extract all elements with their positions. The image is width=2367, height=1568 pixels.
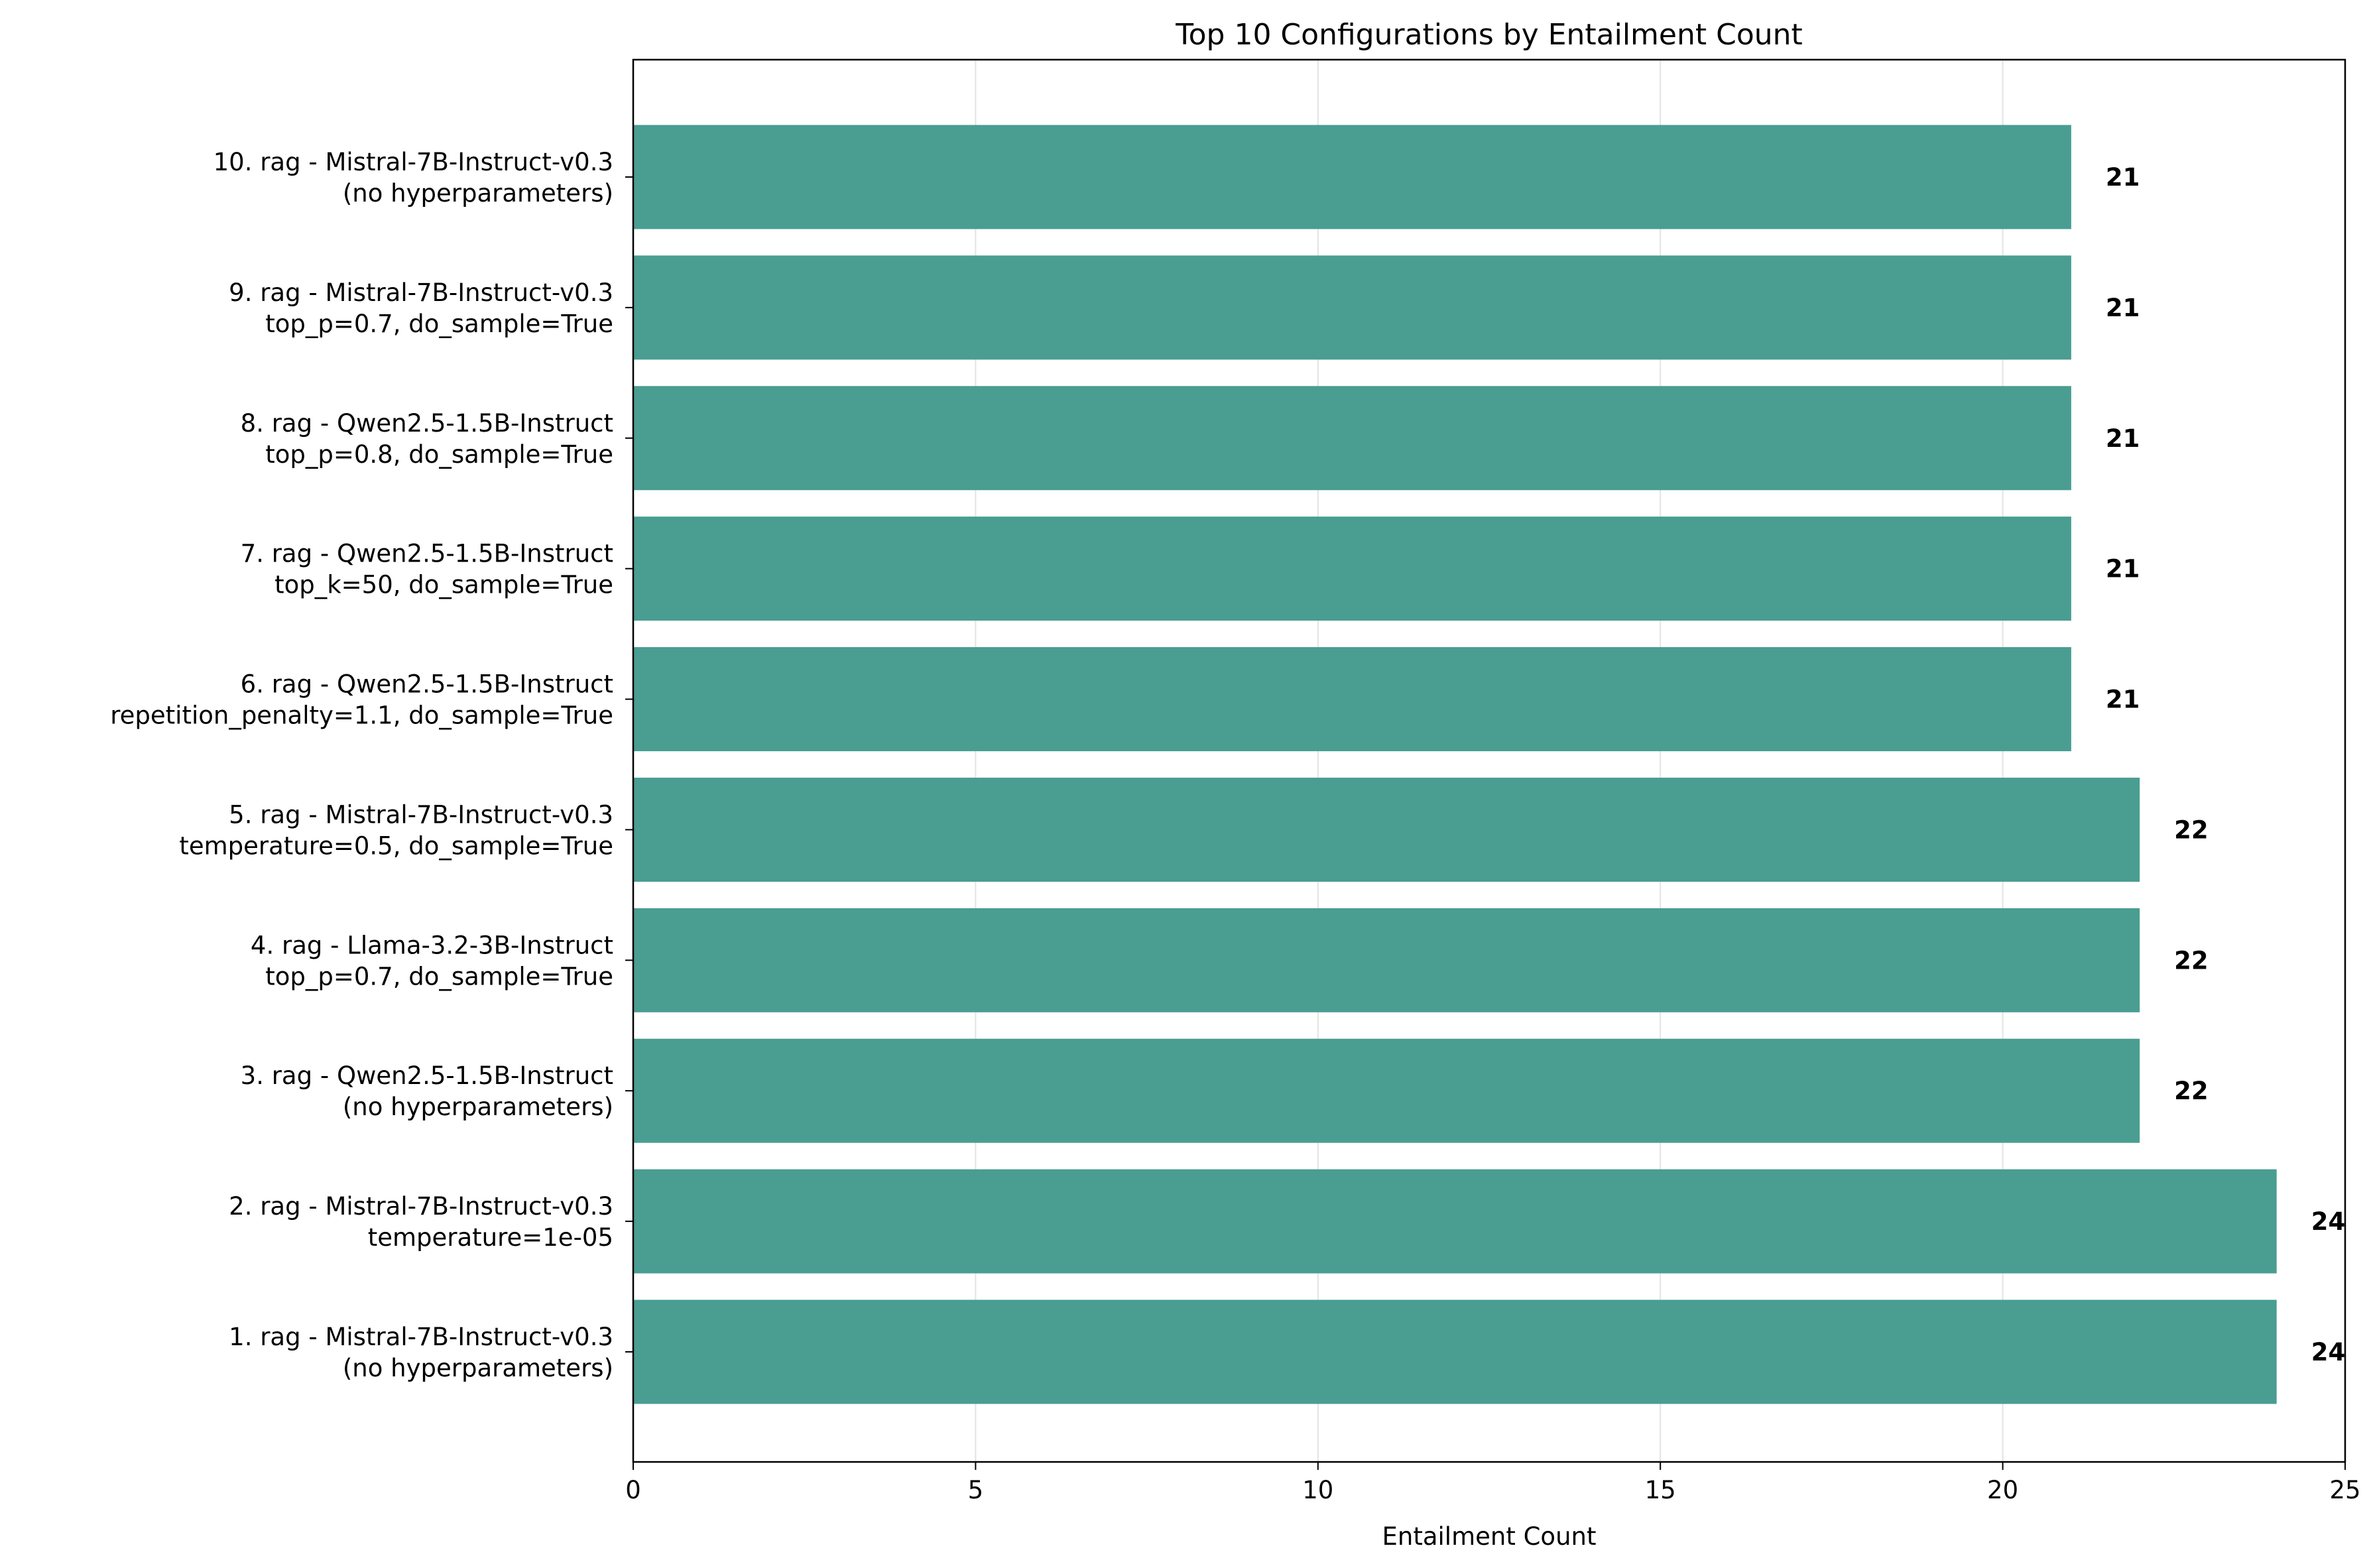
y-tick-label: top_p=0.7, do_sample=True — [265, 962, 613, 991]
bar-value-label: 24 — [2311, 1207, 2346, 1236]
y-axis-ticks: 1. rag - Mistral-7B-Instruct-v0.3 (no hyp… — [110, 148, 633, 1382]
bar-value-label: 21 — [2106, 163, 2140, 192]
bar-value-label: 24 — [2311, 1338, 2346, 1366]
bar — [633, 908, 2140, 1012]
bar — [633, 777, 2140, 882]
y-tick-label: 9. rag - Mistral-7B-Instruct-v0.3 — [229, 278, 613, 307]
x-axis-ticks: 0 5 10 15 20 25 — [625, 1462, 2361, 1504]
bar-value-label: 22 — [2174, 1077, 2209, 1105]
bar — [633, 125, 2071, 229]
x-tick-label: 15 — [1645, 1476, 1676, 1504]
y-tick-label: 10. rag - Mistral-7B-Instruct-v0.3 — [213, 148, 613, 176]
bar — [633, 647, 2071, 752]
y-tick-label: 5. rag - Mistral-7B-Instruct-v0.3 — [229, 800, 613, 829]
bar-value-label: 22 — [2174, 946, 2209, 975]
value-labels: 24 24 22 22 22 21 21 21 21 21 — [2106, 163, 2345, 1366]
bar-value-label: 21 — [2106, 424, 2140, 453]
bar-value-label: 21 — [2106, 555, 2140, 583]
x-tick-label: 25 — [2329, 1476, 2360, 1504]
bar — [633, 1299, 2277, 1404]
bar-value-label: 21 — [2106, 686, 2140, 714]
y-tick-label: top_k=50, do_sample=True — [274, 571, 613, 599]
y-tick-label: 7. rag - Qwen2.5-1.5B-Instruct — [241, 540, 613, 568]
bar-value-label: 22 — [2174, 815, 2209, 844]
x-axis-label: Entailment Count — [1382, 1522, 1597, 1551]
plot-frame — [632, 58, 2346, 1463]
y-tick-label: 4. rag - Llama-3.2-3B-Instruct — [251, 931, 613, 959]
x-tick-label: 5 — [968, 1476, 984, 1504]
y-tick-label: temperature=1e-05 — [368, 1223, 613, 1252]
x-tick-label: 0 — [625, 1476, 641, 1504]
y-tick-label: top_p=0.7, do_sample=True — [265, 310, 613, 338]
y-tick-label: repetition_penalty=1.1, do_sample=True — [110, 701, 613, 730]
bar — [633, 1038, 2140, 1143]
y-tick-label: (no hyperparameters) — [343, 1354, 613, 1382]
x-tick-label: 20 — [1987, 1476, 2018, 1504]
y-tick-label: 8. rag - Qwen2.5-1.5B-Instruct — [241, 409, 613, 438]
y-tick-label: (no hyperparameters) — [343, 179, 613, 208]
y-tick-label: 2. rag - Mistral-7B-Instruct-v0.3 — [229, 1192, 613, 1221]
bar — [633, 386, 2071, 491]
bar — [633, 516, 2071, 621]
y-tick-label: 1. rag - Mistral-7B-Instruct-v0.3 — [229, 1323, 613, 1351]
bar — [633, 255, 2071, 360]
y-tick-label: temperature=0.5, do_sample=True — [179, 831, 613, 860]
bar-value-label: 21 — [2106, 294, 2140, 322]
y-tick-label: top_p=0.8, do_sample=True — [265, 440, 613, 469]
x-tick-label: 10 — [1302, 1476, 1333, 1504]
y-tick-label: 3. rag - Qwen2.5-1.5B-Instruct — [241, 1061, 613, 1090]
y-tick-label: 6. rag - Qwen2.5-1.5B-Instruct — [241, 670, 613, 699]
y-tick-label: (no hyperparameters) — [343, 1093, 613, 1121]
chart-title: Top 10 Configurations by Entailment Coun… — [1175, 18, 1803, 52]
bars — [633, 125, 2277, 1404]
bar — [633, 1169, 2277, 1274]
